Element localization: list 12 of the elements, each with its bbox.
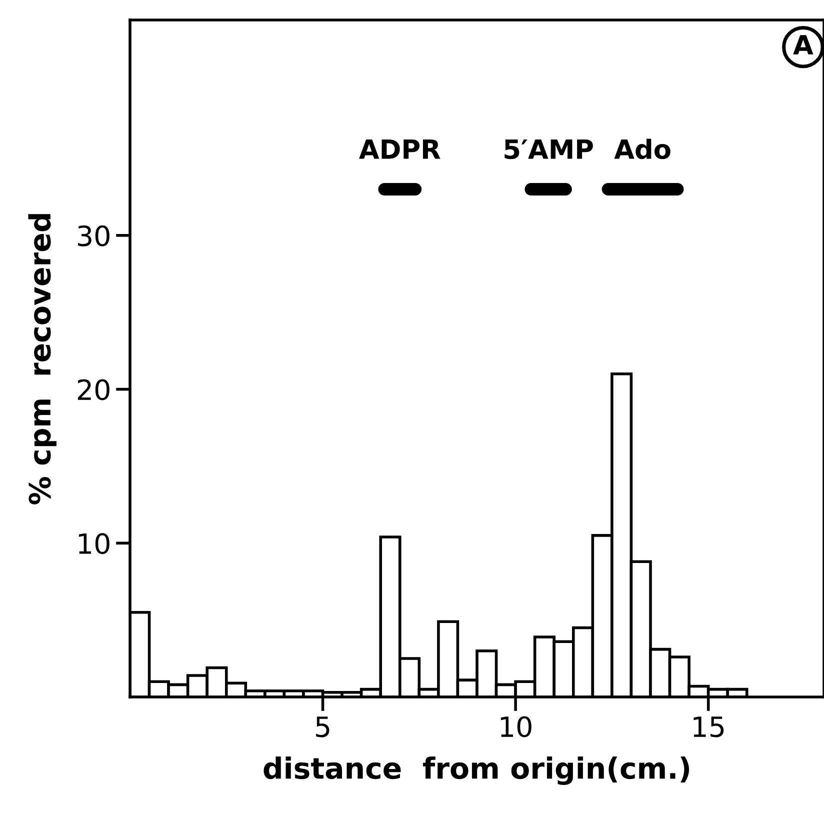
y-tick-label: 10 bbox=[78, 533, 110, 554]
y-tick-label: 20 bbox=[78, 379, 110, 400]
annotation: A bbox=[793, 35, 814, 54]
y-tick-label: 30 bbox=[78, 225, 110, 246]
annotation: ADPR bbox=[359, 140, 440, 159]
annotation: Ado bbox=[614, 138, 670, 160]
x-tick-label: 15 bbox=[694, 716, 724, 738]
annotation: 5′AMP bbox=[504, 140, 593, 160]
y-axis-title: % cpm recovered bbox=[28, 214, 56, 504]
x-tick-label: 5 bbox=[316, 716, 330, 738]
x-tick-label: 10 bbox=[500, 716, 532, 738]
x-axis-title: distance from origin(cm.) bbox=[264, 756, 690, 785]
